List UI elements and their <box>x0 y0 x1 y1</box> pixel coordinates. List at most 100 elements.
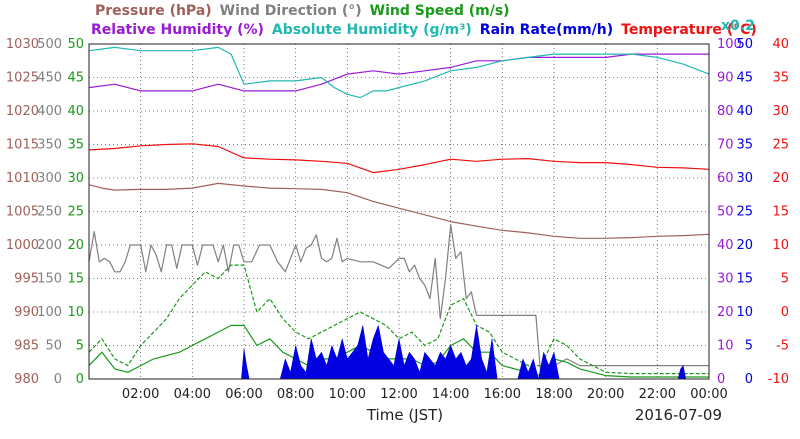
temperature-tick-label: -5 <box>776 339 789 354</box>
relative-humidity-tick-label: 40 <box>717 238 734 253</box>
legend-relative-humidity: Relative Humidity (%) <box>91 22 264 38</box>
chart-header: Pressure (hPa) Wind Direction (°) Wind Spe… <box>91 3 757 38</box>
wind-direction-tick-label: 400 <box>37 104 62 119</box>
temperature-tick-label: 35 <box>772 71 789 86</box>
series-wind-speed-m-s-gust <box>88 264 709 375</box>
data-series <box>88 46 710 380</box>
wind-direction-tick-label: 300 <box>37 171 62 186</box>
wind-direction-tick-label: 150 <box>37 272 62 287</box>
relative-humidity-tick-label: 100 <box>717 37 742 52</box>
rain-rate-tick-label: 25 <box>736 205 753 220</box>
temperature-tick-label: 40 <box>772 37 789 52</box>
x-tick-label: 00:00 <box>690 387 727 402</box>
series-relative-humidity <box>88 53 709 92</box>
wind-speed-tick-label: 25 <box>67 205 84 220</box>
wind-speed-tick-label: 15 <box>67 272 84 287</box>
wind-direction-tick-label: 50 <box>45 339 62 354</box>
rain-rate-tick-label: 5 <box>745 339 753 354</box>
pressure-tick-label: 1005 <box>6 205 39 220</box>
series-pressure-hpa <box>88 182 710 239</box>
plot-frame <box>88 43 710 380</box>
gridlines <box>89 44 709 379</box>
wind-direction-tick-label: 250 <box>37 205 62 220</box>
legend-rain-rate-mm-h: Rain Rate(mm/h) <box>480 22 613 38</box>
legend-wind-direction: Wind Direction (°) <box>220 3 362 19</box>
rain-rate-tick-label: 10 <box>736 305 753 320</box>
x-tick-label: 12:00 <box>380 387 417 402</box>
pressure-tick-label: 990 <box>14 305 39 320</box>
relative-humidity-tick-label: 20 <box>717 305 734 320</box>
x-tick-label: 08:00 <box>277 387 314 402</box>
multiplier-label: x0.2 <box>721 18 755 34</box>
legend-line: Pressure (hPa) Wind Direction (°) Wind Spe… <box>95 3 510 19</box>
wind-direction-tick-label: 500 <box>37 37 62 52</box>
legend-temperature-c: Temperature (°C) <box>621 22 757 38</box>
wind-speed-tick-label: 10 <box>67 305 84 320</box>
pressure-tick-label: 995 <box>14 272 39 287</box>
date-label: 2016-07-09 <box>635 406 722 424</box>
legend-absolute-humidity-g-m: Absolute Humidity (g/m³) <box>272 22 472 38</box>
wind-speed-tick-label: 20 <box>67 238 84 253</box>
relative-humidity-tick-label: 10 <box>717 339 734 354</box>
rain-rate-tick-label: 20 <box>736 238 753 253</box>
rain-rate-tick-label: 35 <box>736 138 753 153</box>
temperature-tick-label: 25 <box>772 138 789 153</box>
rain-rate-tick-label: 15 <box>736 272 753 287</box>
rain-rate-tick-label: 0 <box>745 372 753 387</box>
pressure-tick-label: 1020 <box>6 104 39 119</box>
x-tick-label: 02:00 <box>122 387 159 402</box>
wind-speed-tick-label: 45 <box>67 71 84 86</box>
relative-humidity-tick-label: 0 <box>717 372 725 387</box>
temperature-tick-label: 5 <box>781 272 789 287</box>
legend-pressure-hpa: Pressure (hPa) <box>95 3 212 19</box>
legend-wind-speed-m-s: Wind Speed (m/s) <box>370 3 510 19</box>
temperature-tick-label: 0 <box>781 305 789 320</box>
relative-humidity-tick-label: 30 <box>717 272 734 287</box>
relative-humidity-tick-label: 60 <box>717 171 734 186</box>
wind-direction-tick-label: 0 <box>54 372 62 387</box>
series-rain-rate-mm-h <box>89 324 709 380</box>
legend-line: Relative Humidity (%) Absolute Humidity (… <box>91 22 757 38</box>
rain-rate-tick-label: 50 <box>736 37 753 52</box>
x-tick-label: 14:00 <box>432 387 469 402</box>
wind-speed-tick-label: 30 <box>67 171 84 186</box>
pressure-tick-label: 1030 <box>6 37 39 52</box>
rain-rate-tick-label: 30 <box>736 171 753 186</box>
pressure-tick-label: 980 <box>14 372 39 387</box>
wind-speed-tick-label: 5 <box>76 339 84 354</box>
wind-direction-tick-label: 200 <box>37 238 62 253</box>
relative-humidity-tick-label: 90 <box>717 71 734 86</box>
pressure-tick-label: 1010 <box>6 171 39 186</box>
wind-speed-tick-label: 35 <box>67 138 84 153</box>
pressure-tick-label: 1025 <box>6 71 39 86</box>
x-tick-label: 06:00 <box>225 387 262 402</box>
rain-rate-tick-label: 45 <box>736 71 753 86</box>
temperature-tick-label: 20 <box>772 171 789 186</box>
wind-speed-tick-label: 40 <box>67 104 84 119</box>
wind-direction-tick-label: 450 <box>37 71 62 86</box>
temperature-tick-label: -10 <box>768 372 789 387</box>
wind-speed-tick-label: 50 <box>67 37 84 52</box>
y-axis-ticks: 1030102510201015101010051000995990985980… <box>6 37 789 387</box>
pressure-tick-label: 1015 <box>6 138 39 153</box>
x-tick-label: 22:00 <box>639 387 676 402</box>
temperature-tick-label: 15 <box>772 205 789 220</box>
series-wind-direction <box>88 224 709 380</box>
x-tick-label: 10:00 <box>329 387 366 402</box>
wind-direction-tick-label: 350 <box>37 138 62 153</box>
relative-humidity-tick-label: 50 <box>717 205 734 220</box>
series-temperature-c <box>88 143 710 174</box>
temperature-tick-label: 30 <box>772 104 789 119</box>
pressure-tick-label: 1000 <box>6 238 39 253</box>
rain-rate-tick-label: 40 <box>736 104 753 119</box>
wind-speed-tick-label: 0 <box>76 372 84 387</box>
pressure-tick-label: 985 <box>14 339 39 354</box>
x-tick-label: 04:00 <box>174 387 211 402</box>
x-tick-label: 16:00 <box>484 387 521 402</box>
relative-humidity-tick-label: 70 <box>717 138 734 153</box>
x-tick-label: 18:00 <box>535 387 572 402</box>
x-tick-label: 20:00 <box>587 387 624 402</box>
series-absolute-humidity-g-m-x0-2 <box>88 46 710 99</box>
x-axis-ticks: 02:00 04:00 06:00 08:00 10:00 12:00 14:00 16:00… <box>122 387 728 402</box>
